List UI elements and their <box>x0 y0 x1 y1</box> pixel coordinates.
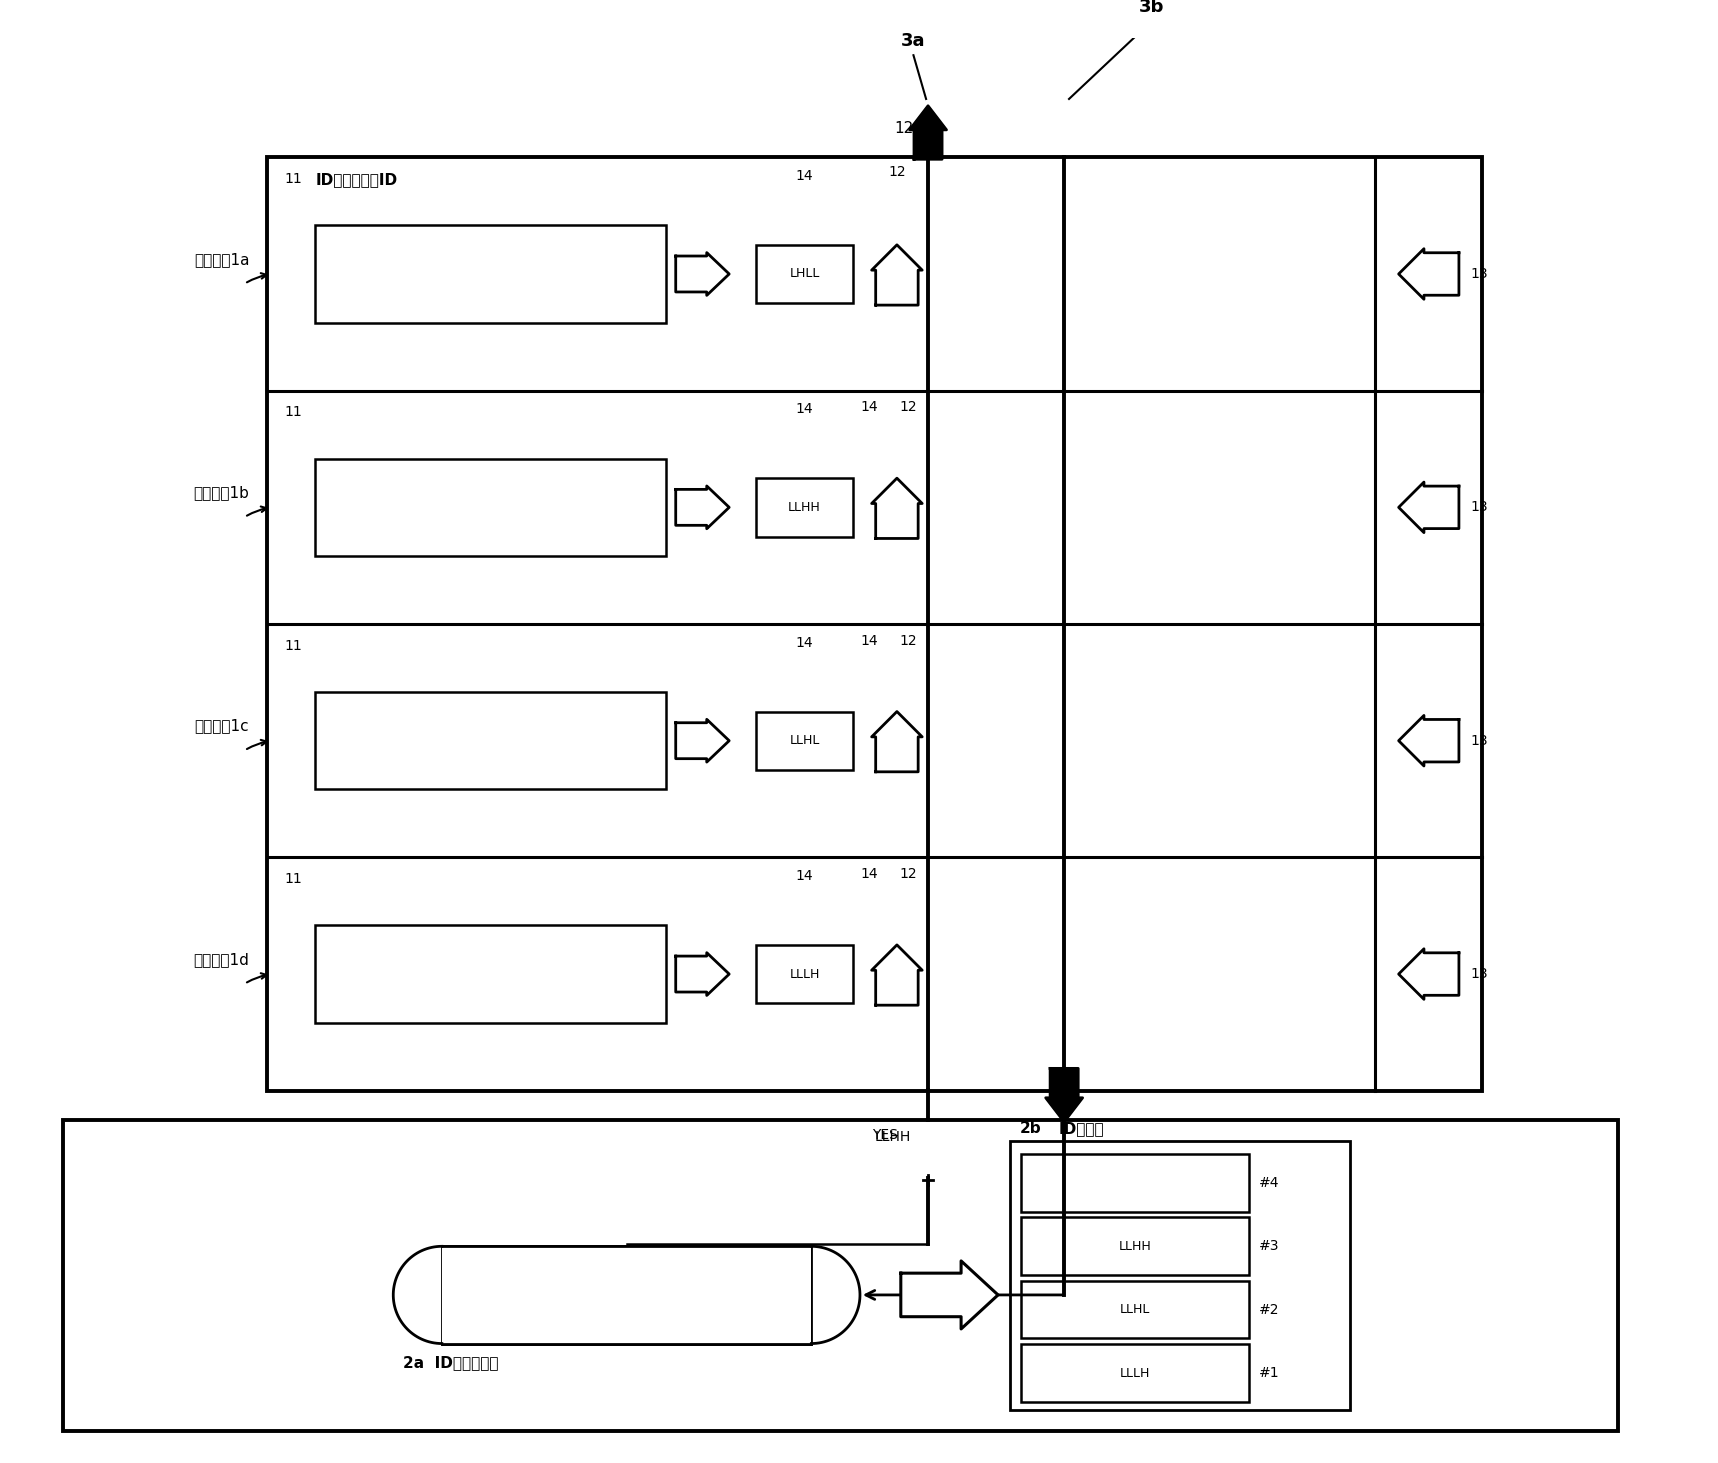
Text: LLHL: LLHL <box>1120 1304 1151 1317</box>
Polygon shape <box>1398 249 1459 300</box>
Text: LLLH: LLLH <box>1120 1366 1151 1380</box>
Bar <box>316 926 665 1023</box>
Text: 14: 14 <box>795 170 813 183</box>
Text: 13: 13 <box>1471 266 1488 281</box>
Text: 14: 14 <box>795 636 813 650</box>
Text: 11: 11 <box>285 872 302 887</box>
Text: 存储芯瑲1d: 存储芯瑲1d <box>194 952 249 967</box>
Text: LLLH: LLLH <box>789 967 819 980</box>
Bar <box>1010 1141 1350 1410</box>
Text: 14: 14 <box>795 869 813 884</box>
Polygon shape <box>675 486 728 528</box>
Text: 13: 13 <box>1471 734 1488 748</box>
Polygon shape <box>871 478 923 538</box>
Polygon shape <box>675 952 728 995</box>
Text: 存储芯瑲1b: 存储芯瑲1b <box>194 486 249 500</box>
Text: 14: 14 <box>861 401 878 414</box>
Text: LLHH: LLHH <box>874 1129 911 1144</box>
Text: 13: 13 <box>1471 967 1488 982</box>
Text: 3b: 3b <box>1139 0 1165 16</box>
Text: 存储芯瑲1a: 存储芯瑲1a <box>194 252 249 266</box>
Bar <box>756 478 854 537</box>
Text: 13: 13 <box>1471 500 1488 515</box>
Text: #4: #4 <box>1259 1176 1280 1189</box>
Text: 14: 14 <box>861 868 878 881</box>
Text: 11: 11 <box>285 639 302 652</box>
Text: 14: 14 <box>795 402 813 417</box>
Bar <box>316 459 665 556</box>
Text: ID寄存器: ID寄存器 <box>1058 1122 1105 1137</box>
Bar <box>442 1246 811 1343</box>
Text: 2a  ID检测器电路: 2a ID检测器电路 <box>404 1355 498 1371</box>
Bar <box>316 692 665 790</box>
Text: 存储芯瑲1c: 存储芯瑲1c <box>194 718 249 733</box>
Text: 3a: 3a <box>902 32 926 50</box>
Text: ID产生器电路ID: ID产生器电路ID <box>316 171 397 187</box>
Bar <box>442 1246 811 1343</box>
Polygon shape <box>1398 715 1459 767</box>
Text: #1: #1 <box>1259 1366 1280 1380</box>
Polygon shape <box>871 244 923 306</box>
Bar <box>62 1119 1618 1431</box>
Text: LLHH: LLHH <box>789 500 821 514</box>
Text: LLHH: LLHH <box>1118 1239 1151 1252</box>
Text: YES: YES <box>871 1128 897 1141</box>
Bar <box>316 225 665 323</box>
Polygon shape <box>900 1261 998 1328</box>
Polygon shape <box>909 105 947 159</box>
Bar <box>1022 1344 1249 1402</box>
Text: 11: 11 <box>285 405 302 420</box>
Text: 12: 12 <box>893 121 914 136</box>
Polygon shape <box>675 720 728 762</box>
Bar <box>756 945 854 1004</box>
Text: 12: 12 <box>888 165 905 178</box>
Text: #3: #3 <box>1259 1239 1280 1254</box>
Text: LLHL: LLHL <box>789 734 819 748</box>
Text: 14: 14 <box>861 633 878 648</box>
Text: LHLL: LHLL <box>789 268 819 281</box>
Polygon shape <box>675 253 728 296</box>
Polygon shape <box>871 945 923 1005</box>
Polygon shape <box>871 711 923 772</box>
Polygon shape <box>1398 483 1459 533</box>
Text: 12: 12 <box>900 633 917 648</box>
Text: #2: #2 <box>1259 1302 1280 1317</box>
Bar <box>1022 1217 1249 1274</box>
Text: 2b: 2b <box>1019 1122 1041 1137</box>
Text: 11: 11 <box>285 171 302 186</box>
Bar <box>266 158 1483 1091</box>
Polygon shape <box>1398 949 1459 999</box>
Bar <box>756 244 854 303</box>
Text: 12: 12 <box>900 401 917 414</box>
Bar <box>756 711 854 770</box>
Bar <box>1022 1280 1249 1339</box>
Polygon shape <box>1046 1068 1082 1122</box>
Text: 12: 12 <box>900 868 917 881</box>
Bar <box>1022 1154 1249 1211</box>
